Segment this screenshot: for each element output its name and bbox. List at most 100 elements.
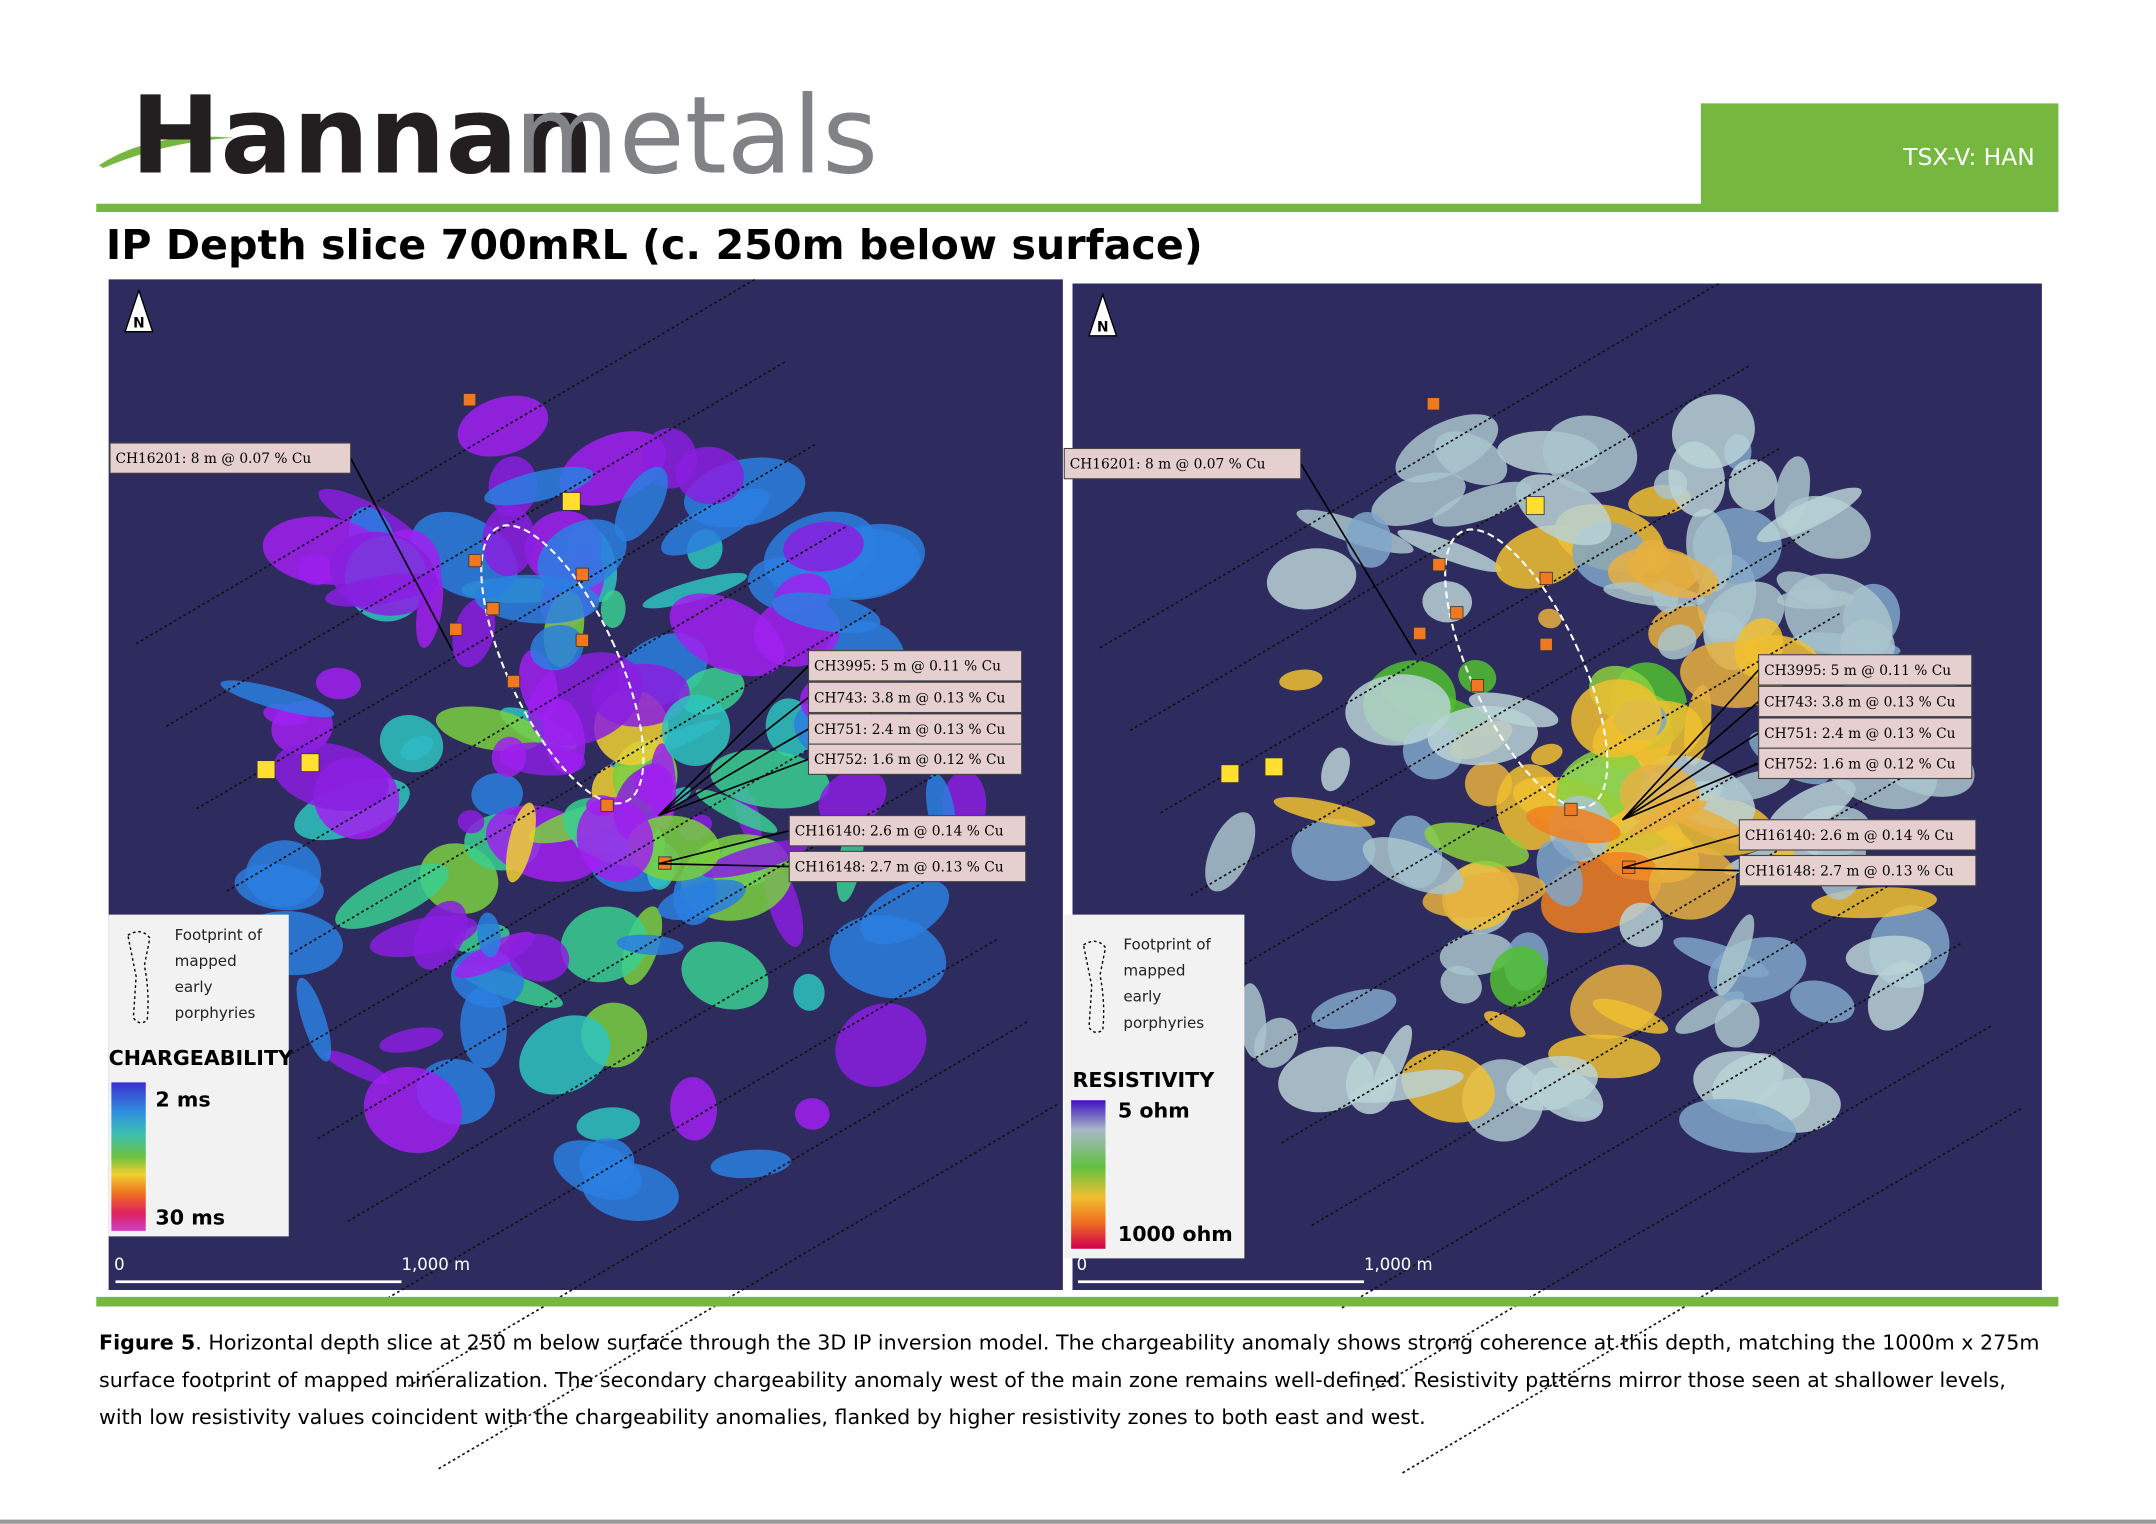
anomaly-blob <box>335 863 449 929</box>
callout-leader <box>1621 700 1760 821</box>
survey-line <box>135 278 756 645</box>
callout-leader <box>1622 867 1740 872</box>
anomaly-blob <box>1716 914 1755 996</box>
anomaly-blob <box>1728 459 1778 511</box>
callout-leader <box>349 457 454 652</box>
survey-line <box>1099 282 1720 649</box>
callout-label: CH16140: 2.6 m @ 0.14 % Cu <box>795 824 1004 840</box>
anomaly-blob <box>616 934 684 956</box>
legend-max: 30 ms <box>155 1206 225 1230</box>
caption-line: surface footprint of mapped mineralizati… <box>99 1368 2006 1392</box>
callout-leader <box>658 758 809 817</box>
callout-leader <box>1300 463 1417 656</box>
anomaly-blob <box>818 769 887 828</box>
drillhole-marker <box>256 760 276 779</box>
anomaly-blob <box>1756 487 1862 543</box>
logo-swoosh <box>99 136 234 168</box>
ticker: TSX-V: HAN <box>1902 143 2034 171</box>
anomaly-blob <box>457 810 485 834</box>
legend-colorbar <box>1071 1100 1106 1249</box>
callout-box <box>1758 717 1973 749</box>
survey-line <box>1250 695 1871 1062</box>
anomaly-blob <box>1397 529 1502 572</box>
callout-label: CH752: 1.6 m @ 0.12 % Cu <box>814 752 1005 768</box>
survey-line <box>438 1103 1058 1470</box>
legend-footprint-label: porphyries <box>1123 1014 1204 1032</box>
anomaly-blob <box>457 395 549 457</box>
anomaly-blob <box>701 840 808 878</box>
anomaly-blob <box>481 505 535 577</box>
anomaly-blob <box>1362 837 1464 895</box>
callout-box <box>1738 819 1977 851</box>
survey-line <box>1160 447 1780 814</box>
legend-footprint-label: early <box>1123 988 1161 1006</box>
callout-leader <box>658 728 809 817</box>
scale-label: 1,000 m <box>1364 1255 1433 1274</box>
anomaly-blob <box>835 1003 927 1087</box>
legend-title: CHARGEABILITY <box>109 1046 294 1070</box>
callout-label: CH751: 2.4 m @ 0.13 % Cu <box>814 722 1005 738</box>
caption: Figure 5. Horizontal depth slice at 250 … <box>99 1331 2039 1355</box>
survey-line <box>196 443 816 810</box>
anomaly-blob <box>1345 674 1451 746</box>
anomaly-blob <box>1627 550 1719 599</box>
callout-leader <box>658 665 810 817</box>
legend-title: RESISTIVITY <box>1073 1068 1216 1092</box>
anomaly-blob <box>234 863 324 911</box>
anomaly-blob <box>661 694 731 766</box>
title: IP Depth slice 700mRL (c. 250m below sur… <box>106 221 1203 269</box>
ticker-box <box>1700 103 2059 207</box>
callout-box <box>807 681 1023 714</box>
survey-line <box>1402 1107 2022 1474</box>
legend-max: 1000 ohm <box>1118 1222 1233 1246</box>
drillhole-marker <box>575 567 589 581</box>
anomaly-blob <box>1273 796 1376 827</box>
anomaly-blob <box>471 773 523 816</box>
callout-label: CH16201: 8 m @ 0.07 % Cu <box>1070 457 1266 473</box>
survey-line <box>1190 530 1810 897</box>
legend-footprint-label: early <box>175 978 213 996</box>
anomaly-blob <box>1668 441 1726 517</box>
survey-line <box>165 361 786 727</box>
survey-line <box>286 691 907 1057</box>
anomaly-blob <box>1714 999 1760 1048</box>
callout-label: CH3995: 5 m @ 0.11 % Cu <box>814 659 1001 675</box>
anomaly-blob <box>634 763 674 807</box>
anomaly-blob <box>793 973 825 1011</box>
callout-box <box>807 713 1023 745</box>
anomaly-blob <box>1291 818 1376 882</box>
anomaly-blob <box>681 941 769 1010</box>
callout-label: CH16201: 8 m @ 0.07 % Cu <box>116 451 312 467</box>
drillhole-marker <box>1264 757 1284 777</box>
anomaly-blob <box>1867 961 1925 1031</box>
anomaly-blob <box>379 1027 444 1053</box>
anomaly-blob <box>576 1107 640 1142</box>
anomaly-blob <box>474 574 600 624</box>
drillhole-marker <box>1426 397 1441 411</box>
caption-label: Figure 5 <box>99 1331 195 1355</box>
scale-label: 0 <box>1077 1255 1088 1274</box>
anomaly-blob <box>1526 805 1621 844</box>
anomaly-blob <box>505 802 536 883</box>
anomaly-blob <box>1458 659 1497 694</box>
anomaly-blob <box>1571 679 1662 758</box>
drillhole-marker <box>300 753 320 773</box>
anomaly-blob <box>710 749 830 809</box>
anomaly-blob <box>1679 1098 1796 1153</box>
drillhole-marker <box>1432 558 1446 572</box>
survey-line <box>226 526 847 892</box>
anomaly-blob <box>783 521 864 572</box>
survey-line <box>256 608 877 975</box>
survey-line <box>1371 1025 1992 1392</box>
drillhole-marker <box>468 553 482 568</box>
anomaly-blob <box>560 906 648 983</box>
callout-leader <box>658 696 810 817</box>
anomaly-blob <box>491 736 527 777</box>
anomaly-blob <box>452 598 496 668</box>
anomaly-blob <box>379 714 444 773</box>
callout-label: CH752: 1.6 m @ 0.12 % Cu <box>1764 756 1955 772</box>
anomaly-blob <box>1266 548 1357 610</box>
anomaly-blob <box>591 663 690 727</box>
anomaly-blob <box>296 977 332 1062</box>
survey-line <box>1129 365 1750 732</box>
